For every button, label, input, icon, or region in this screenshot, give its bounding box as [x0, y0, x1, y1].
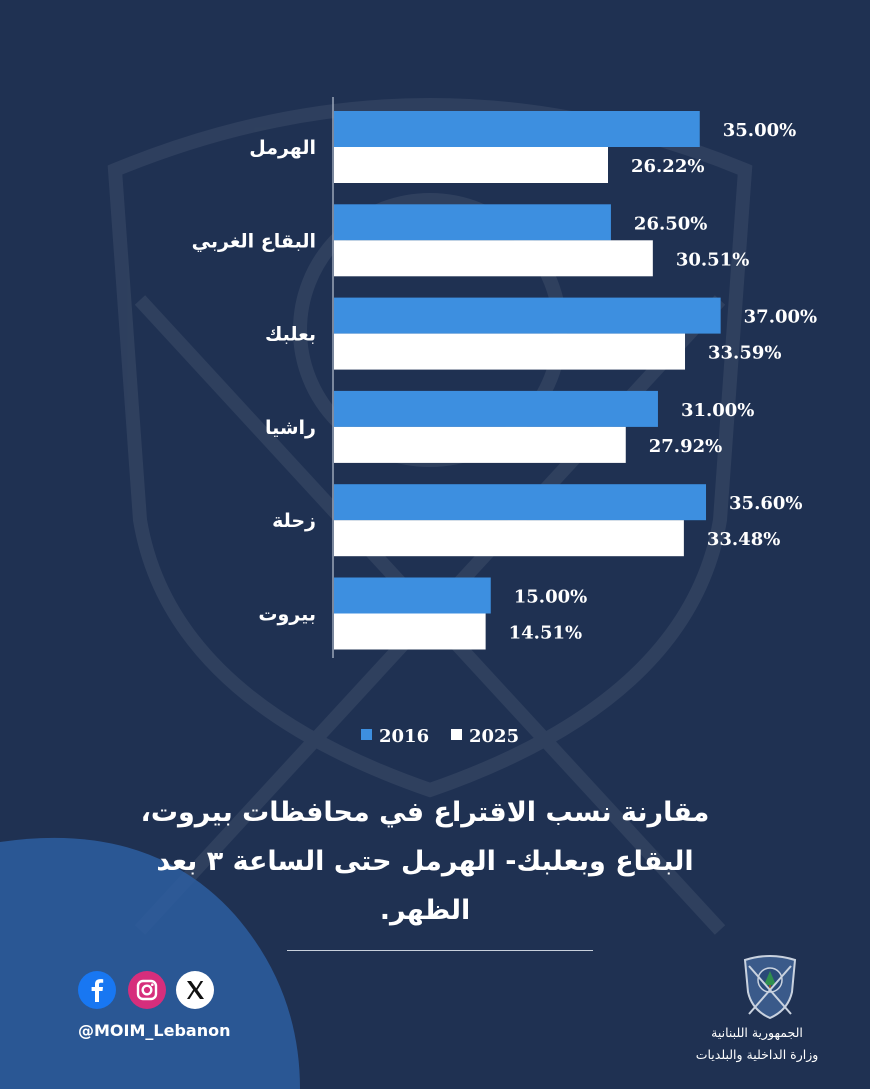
caption-line-3: الظهر. — [379, 895, 471, 926]
bar-2025 — [334, 240, 653, 277]
bar-2025 — [334, 147, 608, 183]
ministry-emblem-icon — [743, 955, 797, 1020]
data-label-2016: 26.50% — [634, 213, 707, 234]
data-label-2016: 35.00% — [723, 120, 796, 141]
data-label-2016: 35.60% — [729, 493, 802, 514]
social-handle: @MOIM_Lebanon — [78, 1021, 231, 1040]
instagram-icon[interactable] — [128, 971, 166, 1009]
data-label-2025: 26.22% — [631, 156, 704, 177]
bar-2025 — [334, 426, 626, 463]
data-label-2016: 15.00% — [514, 587, 587, 608]
data-label-2025: 33.59% — [708, 343, 781, 364]
category-label: راشيا — [265, 417, 316, 439]
category-label: زحلة — [272, 510, 316, 532]
bar-2016 — [334, 204, 611, 241]
caption-line-2: البقاع وبعلبك- الهرمل حتى الساعة ٣ بعد — [156, 846, 694, 877]
data-label-2025: 33.48% — [707, 529, 780, 550]
bar-2025 — [334, 520, 684, 557]
ministry-line-2: وزارة الداخلية والبلديات — [695, 1047, 819, 1062]
data-label-2016: 37.00% — [744, 307, 817, 328]
legend-swatch-2016 — [361, 729, 372, 740]
footer-curve — [0, 837, 300, 1089]
facebook-icon[interactable] — [78, 971, 116, 1009]
bar-2016 — [334, 111, 700, 147]
bar-2025 — [334, 333, 686, 370]
data-label-2025: 30.51% — [676, 249, 749, 270]
x-icon[interactable] — [176, 971, 214, 1009]
category-label: البقاع الغربي — [192, 230, 316, 252]
category-label: الهرمل — [249, 137, 316, 159]
caption-line-1: مقارنة نسب الاقتراع في محافظات بيروت، — [140, 797, 710, 828]
bar-2025 — [334, 613, 486, 650]
legend-swatch-2025 — [451, 729, 462, 740]
legend-label-2016: 2016 — [379, 726, 429, 747]
ministry-name: الجمهورية اللبنانية وزارة الداخلية والبل… — [672, 1022, 842, 1066]
bar-2016 — [334, 577, 491, 614]
divider — [287, 950, 593, 951]
category-label: بيروت — [258, 604, 316, 626]
data-label-2016: 31.00% — [681, 400, 754, 421]
legend-label-2025: 2025 — [469, 726, 519, 747]
legend: 2016 2025 — [361, 726, 519, 747]
bar-2016 — [334, 297, 721, 334]
bar-chart: الهرمل البقاع الغربي بعلبك راشيا زحلة بيروت 3… — [192, 97, 817, 747]
bar-2016 — [334, 484, 707, 521]
ministry-line-1: الجمهورية اللبنانية — [711, 1025, 803, 1040]
category-label: بعلبك — [265, 324, 316, 346]
data-label-2025: 14.51% — [509, 623, 582, 644]
data-label-2025: 27.92% — [649, 436, 722, 457]
bar-2016 — [334, 390, 658, 427]
